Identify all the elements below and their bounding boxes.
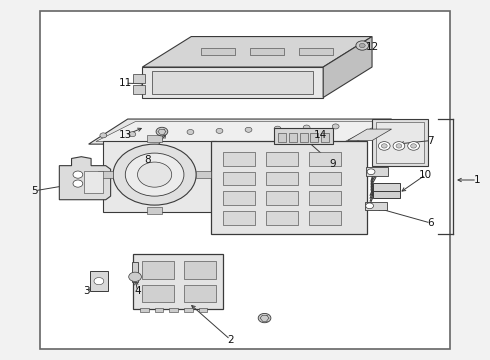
Bar <box>147 207 162 214</box>
Text: 2: 2 <box>227 334 234 345</box>
Bar <box>309 152 341 166</box>
Bar <box>201 48 235 55</box>
Circle shape <box>138 162 172 187</box>
Circle shape <box>94 278 104 285</box>
Text: 9: 9 <box>330 159 336 169</box>
Bar <box>274 128 333 144</box>
Bar <box>152 71 314 94</box>
Text: 5: 5 <box>31 186 38 196</box>
Circle shape <box>73 180 83 187</box>
Circle shape <box>356 41 368 50</box>
Circle shape <box>100 133 107 138</box>
Bar <box>98 171 113 178</box>
Bar <box>266 172 298 185</box>
Text: 6: 6 <box>427 218 434 228</box>
Bar <box>184 285 216 302</box>
Bar <box>321 133 329 141</box>
Bar <box>299 48 333 55</box>
Text: 3: 3 <box>83 286 90 296</box>
Bar <box>376 122 424 163</box>
Bar <box>133 253 223 309</box>
Bar <box>198 308 207 312</box>
Polygon shape <box>59 157 111 200</box>
Polygon shape <box>96 122 384 141</box>
Bar <box>309 172 341 185</box>
Circle shape <box>113 144 196 205</box>
Circle shape <box>274 126 281 131</box>
Bar <box>84 171 103 193</box>
Text: 11: 11 <box>119 78 132 88</box>
Bar <box>223 211 255 225</box>
Circle shape <box>396 144 402 148</box>
Bar <box>40 12 450 348</box>
Bar <box>266 152 298 166</box>
Text: 1: 1 <box>474 175 480 185</box>
Bar <box>372 119 428 166</box>
Bar <box>184 308 193 312</box>
Bar <box>366 167 388 176</box>
Bar <box>196 171 211 178</box>
Circle shape <box>216 129 223 134</box>
Bar <box>365 202 387 211</box>
Text: 12: 12 <box>366 42 379 52</box>
Text: 13: 13 <box>119 130 132 140</box>
Bar <box>311 133 319 141</box>
Circle shape <box>408 141 419 150</box>
Bar <box>373 183 400 191</box>
Bar <box>309 211 341 225</box>
Bar <box>132 262 139 282</box>
Circle shape <box>158 131 165 136</box>
Polygon shape <box>211 140 367 234</box>
Bar <box>155 308 163 312</box>
Bar <box>266 192 298 205</box>
Circle shape <box>303 125 310 130</box>
Bar <box>289 133 297 141</box>
Text: 14: 14 <box>314 130 327 140</box>
Circle shape <box>73 171 83 178</box>
Polygon shape <box>103 140 216 212</box>
Text: 7: 7 <box>427 136 434 145</box>
Circle shape <box>366 203 373 209</box>
Polygon shape <box>143 37 372 67</box>
Polygon shape <box>89 119 392 144</box>
Circle shape <box>187 130 194 135</box>
Bar <box>143 285 174 302</box>
Bar <box>223 192 255 205</box>
Bar <box>250 48 284 55</box>
Circle shape <box>411 144 416 148</box>
Circle shape <box>359 43 365 48</box>
Circle shape <box>332 124 339 129</box>
Bar <box>266 211 298 225</box>
Bar <box>147 135 162 142</box>
Bar <box>143 261 174 279</box>
Circle shape <box>367 169 375 175</box>
Circle shape <box>129 132 136 137</box>
Circle shape <box>381 144 387 148</box>
Bar <box>223 152 255 166</box>
Circle shape <box>245 127 252 132</box>
Circle shape <box>378 141 390 150</box>
Bar <box>90 271 108 291</box>
Bar <box>309 192 341 205</box>
Bar <box>278 133 286 141</box>
Bar <box>184 261 216 279</box>
Circle shape <box>258 314 271 323</box>
Circle shape <box>125 153 184 196</box>
Bar <box>133 85 145 94</box>
Bar <box>300 133 308 141</box>
Polygon shape <box>143 67 323 98</box>
Bar <box>223 172 255 185</box>
Circle shape <box>393 141 405 150</box>
Circle shape <box>129 272 142 282</box>
Text: 10: 10 <box>419 170 432 180</box>
Bar <box>133 74 145 83</box>
Polygon shape <box>323 37 372 98</box>
Polygon shape <box>347 129 392 140</box>
Circle shape <box>156 127 168 136</box>
Bar <box>140 308 149 312</box>
Bar <box>169 308 178 312</box>
Bar <box>373 192 400 198</box>
Text: 8: 8 <box>144 155 150 165</box>
Text: 4: 4 <box>134 286 141 296</box>
